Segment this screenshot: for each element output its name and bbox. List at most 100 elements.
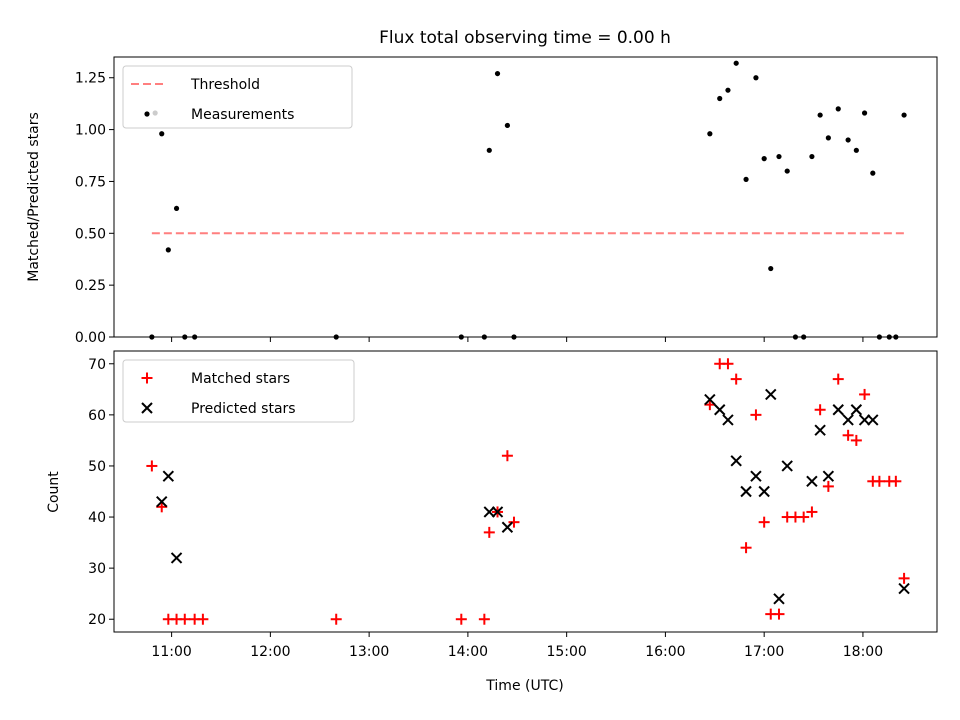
measurement-point [870, 170, 876, 176]
matched-star-point [722, 358, 734, 370]
matched-star-point [750, 409, 762, 421]
y-tick-label: 40 [88, 510, 106, 526]
y-tick-label: 60 [88, 408, 106, 424]
x-tick-label: 16:00 [645, 644, 685, 660]
predicted-star-point [501, 521, 514, 533]
y-tick-label: 30 [88, 561, 106, 577]
measurement-point [792, 334, 799, 340]
top-panel-plot-area: 0.00 0.25 0.50 0.75 1.00 1.25 Threshold Measure… [75, 56, 938, 346]
measurement-point [192, 334, 198, 340]
measurement-point [333, 334, 339, 340]
matched-star-point [197, 613, 209, 625]
matched-star-point [146, 460, 158, 472]
legend-label: Predicted stars [191, 401, 296, 417]
matched-star-point [740, 542, 752, 554]
measurement-point [717, 95, 723, 102]
predicted-star-point [758, 485, 770, 498]
axes-frame-1 [113, 350, 938, 633]
x-tick-label: 12:00 [250, 644, 290, 660]
predicted-star-point [773, 593, 785, 605]
measurement-point [743, 176, 749, 182]
measurement-point [768, 265, 774, 272]
matched-star-point [806, 506, 818, 518]
measurement-point [165, 247, 171, 253]
x-axis-label: Time (UTC) [485, 678, 563, 694]
matched-star-point [814, 404, 826, 416]
y-tick-label: 0.75 [75, 174, 106, 190]
matched-star-point [842, 429, 854, 441]
predicted-star-point [858, 414, 871, 426]
predicted-star-point [814, 424, 826, 436]
legend-predicted-swatch [141, 402, 153, 414]
measurement-point [753, 75, 759, 81]
x-tick-label: 14:00 [448, 644, 488, 660]
matched-star-point [832, 373, 844, 385]
measurement-point [861, 110, 868, 116]
x-tick-label: 11:00 [151, 644, 191, 660]
predicted-star-point [842, 414, 854, 426]
measurement-point [458, 334, 464, 340]
matched-star-point [704, 399, 716, 411]
y-tick-label: 1.25 [75, 71, 106, 87]
matched-star-point [798, 511, 810, 523]
measurement-point [776, 153, 782, 160]
matched-star-point [873, 475, 885, 487]
matched-star-point [483, 526, 495, 538]
measurement-point [886, 334, 892, 340]
measurement-point [761, 156, 767, 162]
x-tick-label: 15:00 [546, 644, 586, 660]
measurement-point [733, 60, 739, 66]
measurement-point [481, 334, 487, 340]
measurement-point [504, 122, 510, 129]
measurement-point [809, 153, 815, 160]
legend-label: Threshold [190, 77, 260, 93]
matched-star-point [156, 501, 168, 513]
predicted-star-point [740, 485, 752, 498]
legend-box-1 [122, 359, 355, 423]
measurement-point [893, 334, 899, 340]
matched-star-point [890, 475, 902, 487]
top-y-axis-label: Matched/Predicted stars [26, 112, 42, 282]
predicted-star-point [898, 582, 910, 595]
legend-label: Matched stars [191, 371, 290, 387]
measurement-point [876, 334, 882, 340]
legend-label: Measurements [191, 107, 294, 123]
matched-star-point [179, 613, 191, 625]
measurement-point [801, 334, 807, 340]
predicted-star-point [832, 404, 844, 416]
y-tick-label: 20 [88, 612, 106, 628]
measurement-point [173, 205, 180, 212]
predicted-star-point [806, 475, 818, 487]
matched-star-point [501, 450, 513, 462]
matched-star-point [850, 434, 862, 446]
y-tick-label: 1.00 [75, 123, 106, 139]
chart-title: Flux total observing time = 0.00 h [379, 28, 671, 48]
bottom-panel-plot-area: 20 30 40 50 60 70 11:00 12:00 13:00 14:00 15:00 16:… [88, 350, 938, 660]
measurement-point [159, 131, 165, 137]
matched-star-point [773, 608, 785, 620]
predicted-star-point [730, 455, 742, 467]
legend-box-0 [122, 65, 353, 129]
measurement-point [725, 87, 731, 93]
matched-star-point [730, 373, 742, 385]
legend-matched-swatch [141, 372, 153, 384]
measurement-point [845, 137, 851, 143]
x-tick-label: 18:00 [843, 644, 883, 660]
measurement-point [486, 147, 492, 153]
predicted-star-point [781, 460, 793, 472]
predicted-star-point [867, 414, 879, 426]
y-tick-label: 70 [88, 357, 106, 373]
matched-star-point [859, 388, 871, 400]
matched-star-point [758, 516, 770, 528]
measurement-point [494, 70, 501, 77]
predicted-star-point [714, 404, 726, 416]
measurement-point [835, 106, 841, 112]
measurement-point [853, 147, 859, 153]
y-tick-label: 0.00 [75, 330, 106, 346]
measurement-point [817, 112, 823, 118]
measurement-point [149, 334, 155, 340]
matched-star-point [898, 572, 910, 584]
measurement-point [511, 334, 517, 340]
matched-star-point [478, 613, 490, 625]
